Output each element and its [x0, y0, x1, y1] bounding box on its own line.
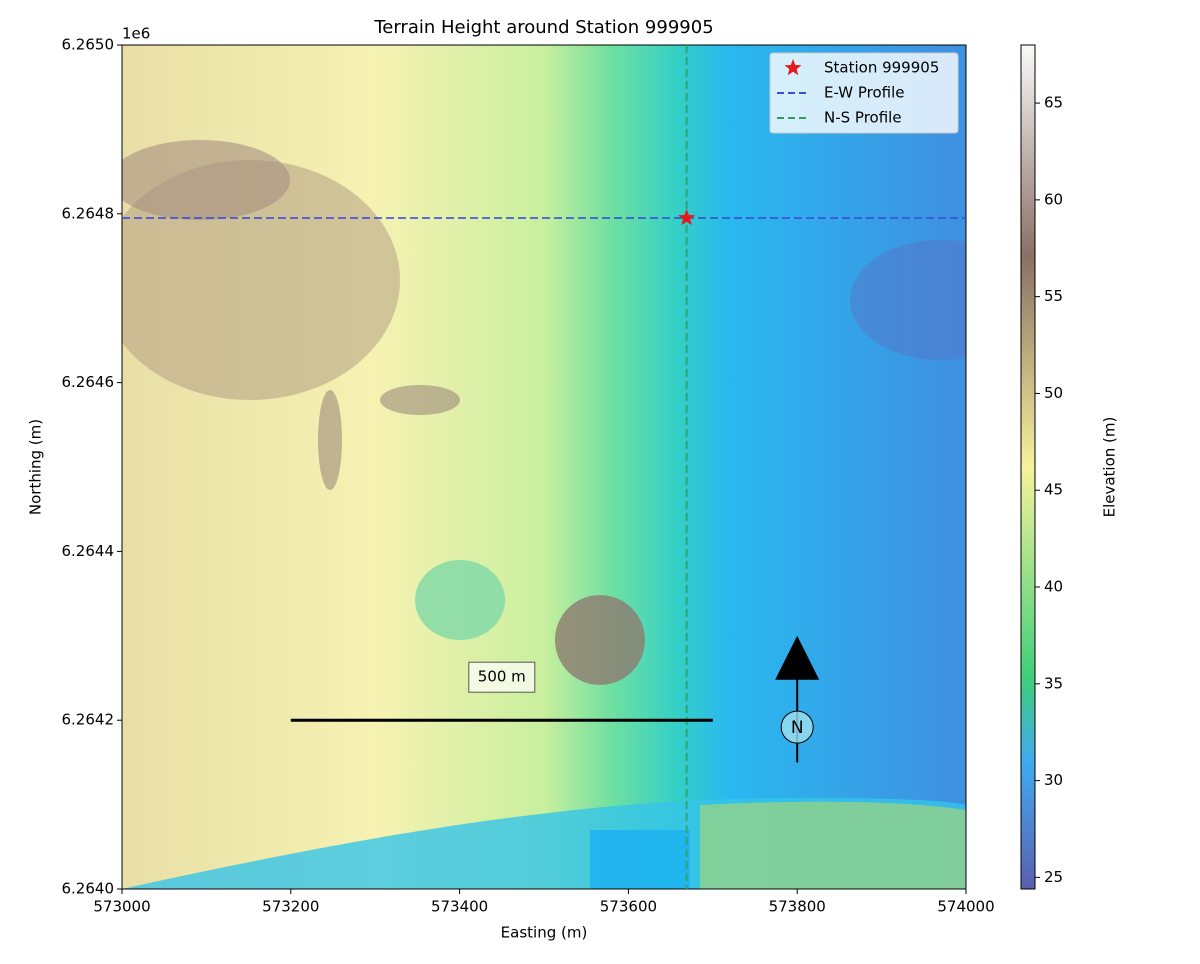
colorbar — [1020, 44, 1036, 890]
legend-label: N-S Profile — [824, 109, 902, 127]
legend-label: Station 999905 — [824, 59, 939, 77]
colorbar-tick-label: 50 — [1044, 384, 1063, 402]
station-marker — [678, 209, 696, 226]
colorbar-label: Elevation (m) — [1101, 417, 1119, 518]
colorbar-tick-label: 60 — [1044, 190, 1063, 208]
x-tick-label: 573800 — [769, 898, 826, 916]
colorbar-tick-label: 25 — [1044, 868, 1063, 886]
y-axis-label: Northing (m) — [27, 419, 45, 515]
legend-label: E-W Profile — [824, 84, 905, 102]
x-tick-label: 573200 — [262, 898, 319, 916]
colorbar-tick-label: 65 — [1044, 94, 1063, 112]
y-tick-label: 6.2648 — [62, 204, 115, 222]
chart-title: Terrain Height around Station 999905 — [373, 17, 713, 38]
x-tick-label: 573000 — [93, 898, 150, 916]
plot-frame — [121, 44, 967, 890]
north-circle — [780, 710, 814, 744]
north-label: N — [791, 718, 804, 738]
scale-bar-label-box — [468, 661, 536, 693]
colorbar-tick-label: 35 — [1044, 674, 1063, 692]
x-tick-label: 573600 — [600, 898, 657, 916]
x-tick-label: 573400 — [431, 898, 488, 916]
colorbar-tick-label: 40 — [1044, 578, 1063, 596]
y-tick-label: 6.2650 — [62, 36, 115, 54]
north-arrow-head — [775, 635, 820, 680]
y-tick-label: 6.2644 — [62, 542, 115, 560]
legend — [769, 52, 959, 134]
y-tick-label: 6.2640 — [62, 880, 115, 898]
y-tick-label: 6.2646 — [62, 373, 115, 391]
terrain-raster — [122, 45, 966, 889]
y-tick-label: 6.2642 — [62, 711, 115, 729]
colorbar-tick-label: 55 — [1044, 287, 1063, 305]
x-axis-label: Easting (m) — [501, 924, 588, 942]
scale-bar-label: 500 m — [478, 668, 526, 686]
x-tick-label: 574000 — [937, 898, 994, 916]
legend-station — [784, 59, 802, 76]
colorbar-tick-label: 30 — [1044, 771, 1063, 789]
colorbar-tick-label: 45 — [1044, 481, 1063, 499]
y-offset-label: 1e6 — [122, 25, 150, 43]
